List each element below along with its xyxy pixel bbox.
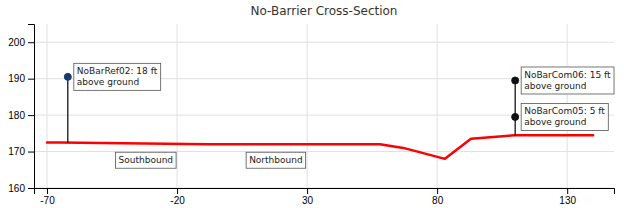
y-tick-label: 180 bbox=[8, 110, 25, 121]
x-tick: -20 bbox=[170, 188, 185, 206]
chart: -70 -20 30 80 130 160 170 180 190 200 NoBarRef02: … bbox=[0, 0, 624, 208]
annotation: Southbound bbox=[116, 152, 177, 168]
grid-line-y bbox=[34, 42, 614, 43]
annotation: Northbound bbox=[246, 152, 306, 168]
x-tick-mark bbox=[177, 188, 178, 194]
annotation-text: NoBarCom05: 5 ftabove ground bbox=[524, 106, 605, 127]
y-tick: 190 bbox=[8, 73, 34, 84]
x-tick-label: -20 bbox=[170, 195, 185, 206]
x-axis: -70 -20 30 80 130 bbox=[35, 188, 615, 206]
annotation-text: Northbound bbox=[249, 155, 303, 165]
x-tick: 30 bbox=[302, 188, 314, 206]
y-tick-label: 160 bbox=[8, 183, 25, 194]
mic-line bbox=[515, 80, 516, 135]
annotation: NoBarRef02: 18 ftabove ground bbox=[74, 63, 161, 90]
annotation-box bbox=[521, 67, 614, 94]
y-tick-label: 170 bbox=[8, 146, 25, 157]
plot: -70 -20 30 80 130 160 170 180 190 200 NoBarRef02: … bbox=[8, 24, 614, 206]
title: No-Barrier Cross-Section bbox=[251, 4, 398, 18]
x-tick-label: -70 bbox=[40, 195, 55, 206]
annotation-text: NoBarCom06: 15 ftabove ground bbox=[524, 70, 611, 91]
x-tick-label: 30 bbox=[302, 195, 314, 206]
grid-line-x bbox=[437, 24, 438, 188]
annotations: NoBarRef02: 18 ftabove groundNoBarCom06:… bbox=[74, 63, 614, 168]
y-tick: 200 bbox=[8, 37, 34, 48]
x-tick-mark bbox=[307, 188, 308, 194]
y-tick: 170 bbox=[8, 146, 34, 157]
annotation-text-line: NoBarRef02: 18 ft bbox=[77, 66, 158, 76]
y-tick-mark bbox=[28, 79, 34, 80]
grid bbox=[34, 24, 614, 188]
y-tick-label: 190 bbox=[8, 73, 25, 84]
y-tick-mark bbox=[28, 188, 34, 189]
mic-point bbox=[64, 73, 71, 80]
mic-point bbox=[512, 113, 519, 120]
x-axis-line bbox=[35, 189, 615, 195]
mic-point bbox=[512, 77, 519, 84]
grid-line-x bbox=[307, 24, 308, 188]
annotation-box bbox=[246, 152, 306, 168]
y-tick-mark bbox=[28, 42, 34, 43]
annotation-text-line: Southbound bbox=[119, 155, 174, 165]
annotation-text-line: above ground bbox=[524, 81, 586, 91]
y-tick-label: 200 bbox=[8, 37, 25, 48]
grid-line-x bbox=[47, 24, 48, 188]
grid-line-x bbox=[177, 24, 178, 188]
x-tick: 130 bbox=[559, 188, 576, 206]
x-tick: 80 bbox=[432, 188, 444, 206]
annotation-box bbox=[521, 103, 608, 130]
annotation: NoBarCom05: 5 ftabove ground bbox=[521, 103, 608, 130]
x-tick-label: 130 bbox=[559, 195, 576, 206]
annotation-text: NoBarRef02: 18 ftabove ground bbox=[77, 66, 158, 87]
annotation-text-line: NoBarCom06: 15 ft bbox=[524, 70, 611, 80]
y-tick-mark bbox=[28, 152, 34, 153]
x-tick: -70 bbox=[40, 188, 55, 206]
y-tick: 160 bbox=[8, 183, 34, 194]
annotation-box bbox=[74, 63, 161, 90]
annotation-text-line: above ground bbox=[77, 77, 139, 87]
y-tick-mark bbox=[28, 115, 34, 116]
y-tick: 180 bbox=[8, 110, 34, 121]
mic-line bbox=[67, 77, 68, 143]
x-tick-mark bbox=[437, 188, 438, 194]
annotation-box bbox=[116, 152, 177, 168]
x-tick-label: 80 bbox=[432, 195, 444, 206]
annotation-text-line: NoBarCom05: 5 ft bbox=[524, 106, 605, 116]
annotation-text: Southbound bbox=[119, 155, 174, 165]
annotation-text-line: above ground bbox=[524, 117, 586, 127]
annotation-text-line: Northbound bbox=[249, 155, 303, 165]
x-tick-mark bbox=[567, 188, 568, 194]
x-tick-mark bbox=[47, 188, 48, 194]
marks bbox=[47, 73, 593, 158]
annotation: NoBarCom06: 15 ftabove ground bbox=[521, 67, 614, 94]
y-axis: 160 170 180 190 200 bbox=[8, 25, 34, 194]
y-axis-line bbox=[28, 25, 35, 189]
